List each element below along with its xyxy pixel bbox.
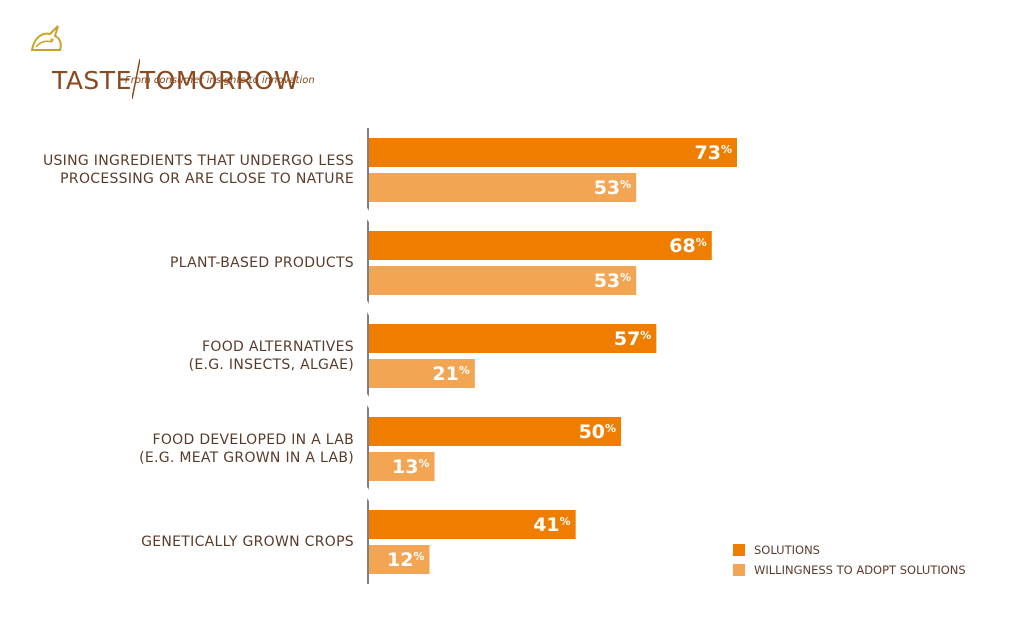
bar-willingness-1: [369, 266, 637, 295]
bar-willingness-0: [369, 173, 637, 202]
legend-label-solutions: SOLUTIONS: [754, 543, 820, 557]
logo-title-left: TASTE: [52, 66, 132, 95]
category-label-0: USING INGREDIENTS THAT UNDERGO LESS PROC…: [42, 153, 354, 187]
logo-title-right: TOMORROW: [139, 66, 300, 95]
data-label-solutions-0: 73%: [695, 142, 732, 164]
data-label-willingness-2: 21%: [432, 363, 469, 385]
legend-label-willingness: WILLINGNESS TO ADOPT SOLUTIONS: [754, 563, 966, 577]
data-label-willingness-1: 53%: [594, 270, 631, 292]
logo-slash: [131, 49, 141, 100]
category-label-1: PLANT-BASED PRODUCTS: [169, 255, 354, 271]
bar-solutions-3: [369, 417, 622, 446]
logo-title: TASTE TOMORROW: [52, 49, 300, 100]
data-label-solutions-2: 57%: [614, 328, 651, 350]
legend-item-solutions: SOLUTIONS: [733, 540, 966, 560]
unicorn-icon: [30, 25, 62, 51]
data-label-willingness-0: 53%: [594, 177, 631, 199]
data-label-solutions-1: 68%: [669, 235, 706, 257]
legend: SOLUTIONS WILLINGNESS TO ADOPT SOLUTIONS: [733, 540, 966, 580]
data-label-willingness-3: 13%: [392, 456, 429, 478]
category-label-4: GENETICALLY GROWN CROPS: [141, 534, 354, 550]
axis-gap: [364, 394, 372, 408]
logo-tagline: From consumer insights to innovation: [125, 75, 315, 86]
bar-willingness-4: [369, 545, 430, 574]
bar-solutions-2: [369, 324, 657, 353]
bar-solutions-1: [369, 231, 712, 260]
axis-gap: [364, 208, 372, 222]
legend-swatch-solutions: [733, 544, 745, 556]
legend-swatch-willingness: [733, 564, 745, 576]
data-label-willingness-4: 12%: [387, 549, 424, 571]
taste-tomorrow-logo: TASTE TOMORROW From consumer insights to…: [22, 20, 315, 100]
legend-item-willingness: WILLINGNESS TO ADOPT SOLUTIONS: [733, 560, 966, 580]
data-label-solutions-3: 50%: [579, 421, 616, 443]
bar-willingness-3: [369, 452, 435, 481]
bar-solutions-0: [369, 138, 737, 167]
axis-gap: [364, 301, 372, 315]
bar-solutions-4: [369, 510, 576, 539]
category-label-3: FOOD DEVELOPED IN A LAB (E.G. MEAT GROWN…: [139, 432, 354, 466]
bar-willingness-2: [369, 359, 475, 388]
axis-gap: [364, 487, 372, 501]
data-label-solutions-4: 41%: [533, 514, 570, 536]
category-label-2: FOOD ALTERNATIVES (E.G. INSECTS, ALGAE): [188, 339, 354, 373]
